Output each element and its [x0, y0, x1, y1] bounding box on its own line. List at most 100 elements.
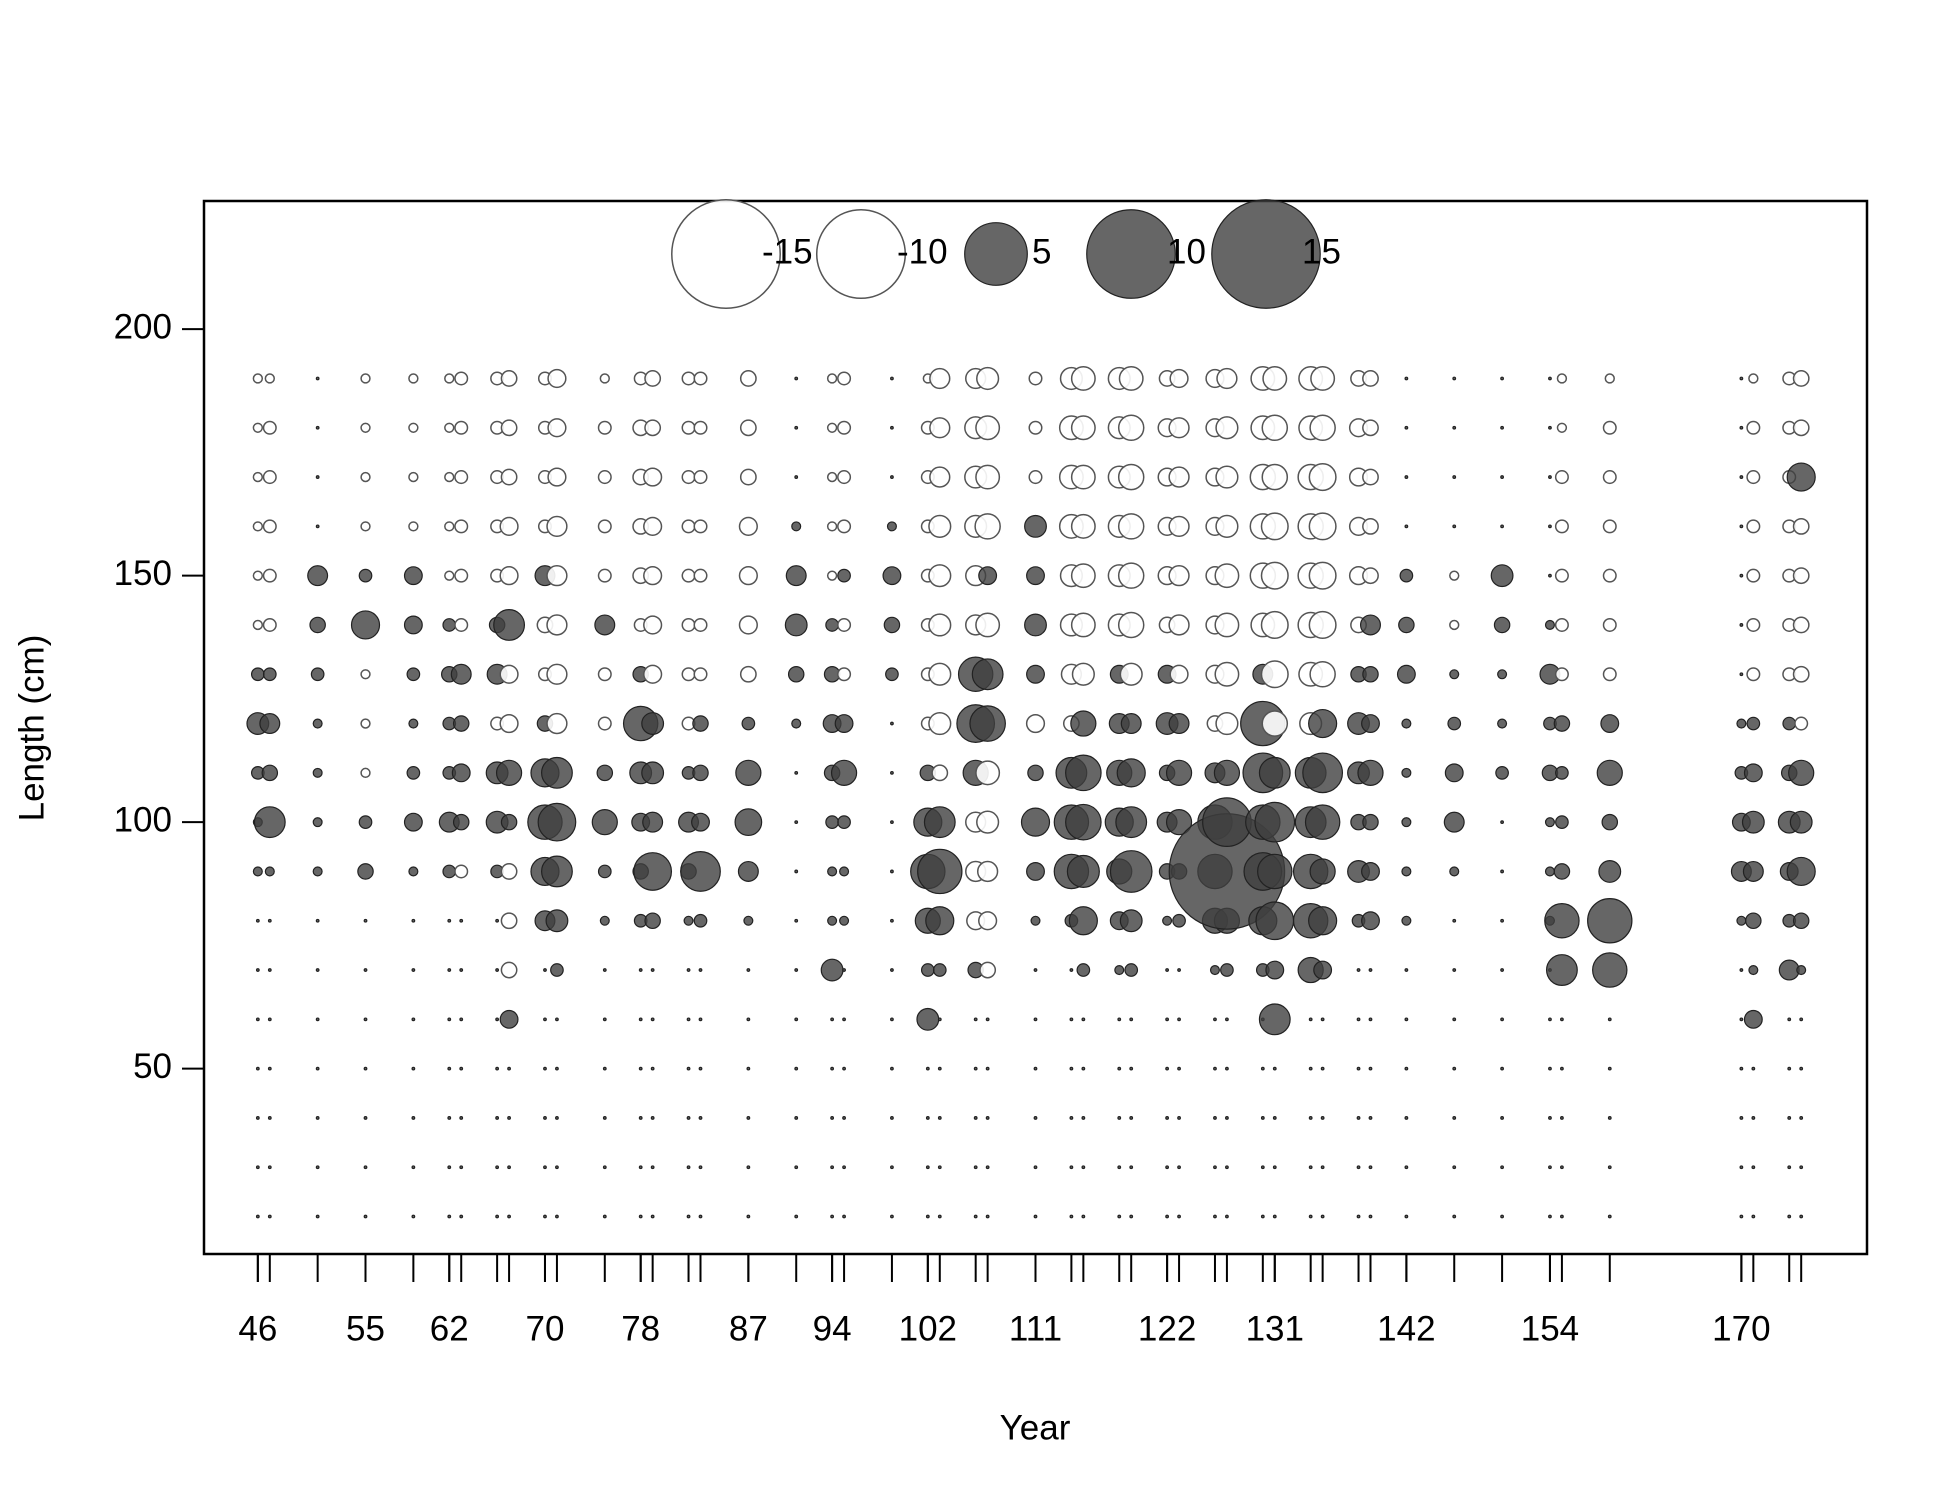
- bubble: [890, 721, 894, 726]
- plot-frame: [202, 199, 1869, 1256]
- bubble: [937, 1214, 942, 1219]
- bubble: [794, 1214, 799, 1219]
- bubble: [454, 617, 469, 632]
- bubble: [264, 866, 275, 877]
- bubble: [555, 1017, 559, 1022]
- bubble: [1225, 1116, 1229, 1120]
- bubble: [555, 1116, 559, 1120]
- bubble: [1168, 515, 1190, 538]
- bubble: [1165, 1165, 1170, 1170]
- bubble: [1607, 1116, 1612, 1120]
- bubble: [543, 1116, 547, 1120]
- bubble: [1129, 1116, 1134, 1120]
- bubble: [698, 1214, 703, 1219]
- bubble: [1033, 1165, 1038, 1170]
- bubble: [1368, 1116, 1373, 1120]
- bubble: [1362, 665, 1379, 683]
- bubble: [683, 915, 694, 926]
- bubble: [1168, 565, 1190, 587]
- legend-bubble: [1086, 209, 1176, 299]
- bubble: [1024, 514, 1047, 538]
- bubble: [643, 516, 663, 536]
- bubble: [1548, 475, 1552, 479]
- bubble: [1065, 803, 1102, 841]
- bubble: [976, 366, 1000, 391]
- bubble: [1129, 1066, 1134, 1071]
- bubble: [411, 1165, 416, 1170]
- bubble: [693, 519, 708, 534]
- bubble: [1225, 1066, 1229, 1071]
- bubble: [267, 1116, 272, 1120]
- bubble: [1081, 1214, 1086, 1219]
- bubble: [495, 1116, 500, 1120]
- bubble: [650, 1116, 655, 1120]
- bubble: [597, 716, 612, 731]
- legend-label: -15: [762, 232, 813, 271]
- bubble: [681, 568, 696, 583]
- bubble: [495, 1214, 500, 1219]
- bubble: [262, 519, 277, 534]
- bubble: [932, 963, 947, 977]
- bubble: [447, 1214, 452, 1219]
- legend-label: -10: [897, 232, 948, 271]
- bubble: [1602, 617, 1617, 632]
- bubble: [890, 1165, 894, 1170]
- bubble: [1497, 669, 1508, 680]
- bubble: [255, 1165, 260, 1170]
- bubble: [1069, 968, 1074, 972]
- bubble: [1452, 968, 1457, 972]
- bubble: [920, 963, 935, 977]
- bubble: [1165, 1116, 1170, 1120]
- bubble: [1129, 1165, 1134, 1170]
- bubble: [1554, 470, 1569, 485]
- bubble: [1399, 568, 1414, 583]
- bubble: [743, 915, 754, 926]
- bubble: [537, 802, 577, 842]
- bubble: [746, 1165, 751, 1170]
- bubble: [1117, 611, 1145, 639]
- bubble: [928, 514, 952, 538]
- bubble: [1555, 815, 1569, 830]
- bubble: [1362, 419, 1379, 437]
- bubble: [1600, 714, 1620, 734]
- bubble: [1255, 901, 1295, 941]
- bubble: [638, 968, 643, 972]
- bubble: [403, 812, 423, 832]
- bubble: [312, 866, 323, 877]
- bubble: [1452, 1066, 1457, 1071]
- bubble: [360, 373, 371, 384]
- bubble: [1261, 710, 1289, 737]
- bubble: [363, 1214, 368, 1219]
- bubble: [925, 1214, 930, 1219]
- bubble: [1500, 1116, 1504, 1120]
- bubble: [1258, 1003, 1291, 1036]
- bubble: [1548, 1165, 1552, 1170]
- bubble: [360, 718, 371, 729]
- bubble: [408, 471, 419, 483]
- bubble: [1554, 519, 1569, 534]
- bubble: [686, 968, 691, 972]
- bubble: [1554, 667, 1569, 682]
- bubble: [937, 1116, 942, 1120]
- x-axis-title: Year: [1000, 1408, 1071, 1447]
- bubble: [916, 1007, 940, 1031]
- bubble: [1500, 869, 1504, 874]
- x-tick-label: 131: [1246, 1309, 1304, 1348]
- bubble: [746, 1116, 751, 1120]
- bubble: [411, 918, 416, 923]
- bubble: [1069, 1165, 1074, 1170]
- bubble: [784, 613, 808, 637]
- x-tick-label: 62: [430, 1309, 469, 1348]
- bubble: [1500, 1214, 1504, 1219]
- bubble: [444, 422, 455, 433]
- bubble: [408, 521, 419, 532]
- bubble: [746, 1214, 751, 1219]
- bubble: [1553, 863, 1571, 880]
- bubble: [1447, 716, 1462, 731]
- bubble: [1554, 568, 1569, 583]
- bubble: [1736, 718, 1747, 729]
- bubble: [591, 809, 618, 836]
- bubble: [1225, 1017, 1229, 1022]
- bubble: [1787, 1116, 1792, 1120]
